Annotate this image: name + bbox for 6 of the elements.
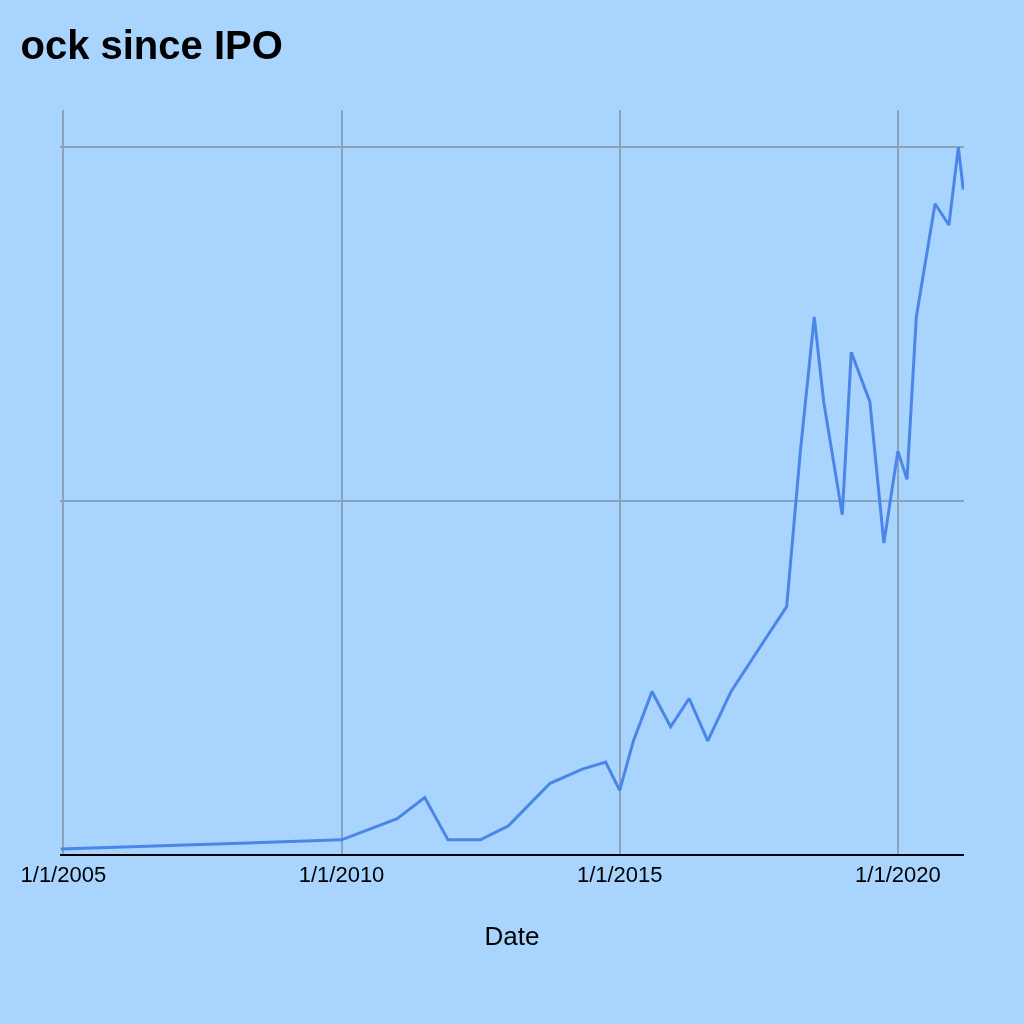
chart-title: ock since IPO (20, 22, 283, 67)
x-tick-label: 1/1/2015 (576, 862, 663, 888)
x-tick-label: 1/1/2020 (855, 862, 941, 888)
x-tick-label: 1/1/2005 (20, 862, 107, 888)
x-tick-label: 1/1/2010 (298, 862, 385, 888)
x-axis-title: Date (484, 920, 540, 951)
